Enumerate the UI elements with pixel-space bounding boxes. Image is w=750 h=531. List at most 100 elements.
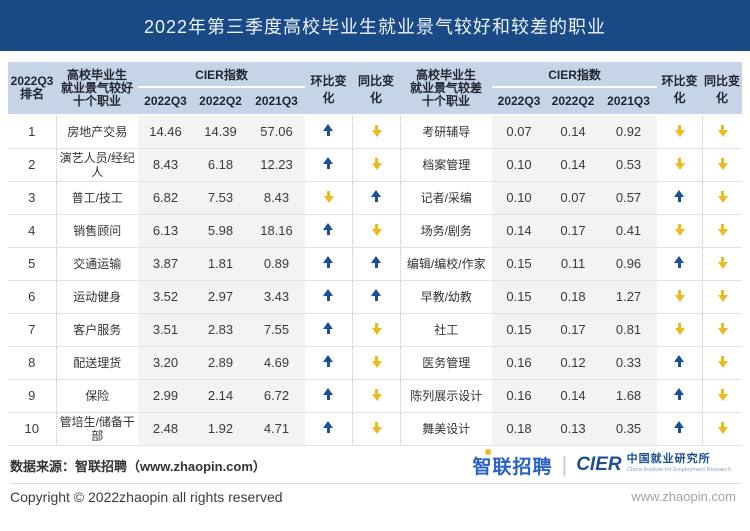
trend-down-arrow-icon xyxy=(717,322,728,335)
bad-2022q3-cell: 0.07 xyxy=(492,115,547,149)
bad-2022q2-cell: 0.07 xyxy=(546,181,601,215)
good-2022q2-cell: 2.14 xyxy=(193,379,248,413)
good-2021q3-cell: 18.16 xyxy=(248,214,306,248)
trend-down-arrow-icon xyxy=(371,124,382,137)
bad-mom-change-cell xyxy=(657,280,703,314)
bad-2021q3-cell: 0.53 xyxy=(600,148,658,182)
good-2022q3-cell: 3.51 xyxy=(138,313,193,347)
bad-2022q2-cell: 0.18 xyxy=(546,280,601,314)
table-row: 3 普工/技工 6.82 7.53 8.43 记者/采编 0.10 0.07 0… xyxy=(8,181,743,215)
employment-table: 2022Q3 排名 高校毕业生 就业景气较好 十个职业 CIER指数 环比变化 … xyxy=(8,62,743,446)
good-occupation-header: 高校毕业生 就业景气较好 十个职业 xyxy=(56,62,138,116)
bad-mom-change-cell xyxy=(657,115,703,149)
page-title: 2022年第三季度高校毕业生就业景气较好和较差的职业 xyxy=(143,16,607,37)
table-row: 6 运动健身 3.52 2.97 3.43 早教/幼教 0.15 0.18 1.… xyxy=(8,280,743,314)
trend-down-arrow-icon xyxy=(674,124,685,137)
bad-2022q2-cell: 0.12 xyxy=(546,346,601,380)
trend-down-arrow-icon xyxy=(371,388,382,401)
trend-up-arrow-icon xyxy=(673,189,685,203)
trend-down-arrow-icon xyxy=(717,289,728,302)
bad-occupation-cell: 考研辅导 xyxy=(399,115,493,149)
bad-2021q3-cell: 0.96 xyxy=(600,247,658,281)
bad-mom-change-cell xyxy=(657,346,703,380)
good-2022q3-cell: 6.82 xyxy=(138,181,193,215)
trend-down-arrow-icon xyxy=(371,421,382,434)
bad-occupation-cell: 场务/剧务 xyxy=(399,214,493,248)
trend-up-arrow-icon xyxy=(322,354,334,368)
good-2022q2-cell: 6.18 xyxy=(193,148,248,182)
good-2022q2-cell: 7.53 xyxy=(193,181,248,215)
good-occupation-cell: 演艺人员/经纪人 xyxy=(55,148,138,182)
cier-logo: CIER 中国就业研究所 China Institute for Employm… xyxy=(576,454,736,476)
bad-2021q3-cell: 0.92 xyxy=(600,115,658,149)
table-row: 7 客户服务 3.51 2.83 7.55 社工 0.15 0.17 0.81 xyxy=(8,313,743,347)
bad-2022q3-cell: 0.14 xyxy=(492,214,547,248)
table-row: 2 演艺人员/经纪人 8.43 6.18 12.23 档案管理 0.10 0.1… xyxy=(8,148,743,182)
trend-down-arrow-icon xyxy=(674,322,685,335)
trend-down-arrow-icon xyxy=(371,355,382,368)
quarter-header-good-2022q3: 2022Q3 xyxy=(138,87,193,116)
trend-up-arrow-icon xyxy=(322,123,334,137)
data-source-label: 数据来源：智联招聘（www.zhaopin.com） xyxy=(10,458,266,474)
bad-2022q3-cell: 0.10 xyxy=(492,181,547,215)
trend-up-arrow-icon xyxy=(322,156,334,170)
trend-up-arrow-icon xyxy=(370,189,382,203)
bad-2022q2-cell: 0.17 xyxy=(546,313,601,347)
bad-occupation-cell: 编辑/编校/作家 xyxy=(399,247,493,281)
trend-up-arrow-icon xyxy=(322,222,334,236)
good-occupation-cell: 客户服务 xyxy=(55,313,138,347)
bad-yoy-change-cell xyxy=(701,313,743,347)
good-mom-change-cell xyxy=(305,280,353,314)
trend-down-arrow-icon xyxy=(371,157,382,170)
bad-occupation-cell: 早教/幼教 xyxy=(399,280,493,314)
bad-2021q3-cell: 0.57 xyxy=(600,181,658,215)
good-mom-change-cell xyxy=(305,181,353,215)
good-2022q3-cell: 14.46 xyxy=(138,115,193,149)
bad-2022q3-cell: 0.18 xyxy=(492,412,547,446)
table-header: 2022Q3 排名 高校毕业生 就业景气较好 十个职业 CIER指数 环比变化 … xyxy=(8,62,743,116)
cier-institute-name-en: China Institute for Employment Research xyxy=(626,467,731,473)
zhaopin-logo: 智联招聘 xyxy=(472,448,552,479)
logo-divider: | xyxy=(561,452,568,477)
bad-mom-change-cell xyxy=(657,412,703,446)
trend-down-arrow-icon xyxy=(717,190,728,203)
good-2021q3-cell: 4.71 xyxy=(248,412,306,446)
good-2021q3-cell: 7.55 xyxy=(248,313,306,347)
good-2022q3-cell: 6.13 xyxy=(138,214,193,248)
bad-yoy-change-cell xyxy=(701,115,743,149)
good-2022q3-cell: 2.99 xyxy=(138,379,193,413)
good-yoy-change-cell xyxy=(351,115,401,149)
bad-2021q3-cell: 1.68 xyxy=(600,379,658,413)
bad-occupation-cell: 档案管理 xyxy=(399,148,493,182)
table-row: 8 配送理货 3.20 2.89 4.69 医务管理 0.16 0.12 0.3… xyxy=(8,346,743,380)
good-2021q3-cell: 8.43 xyxy=(248,181,306,215)
good-mom-change-cell xyxy=(305,379,353,413)
bad-2022q3-cell: 0.15 xyxy=(492,313,547,347)
good-2022q2-cell: 2.83 xyxy=(193,313,248,347)
bad-2022q2-cell: 0.17 xyxy=(546,214,601,248)
footer: 数据来源：智联招聘（www.zhaopin.com） 智联招聘 | CIER 中… xyxy=(10,448,740,505)
mom-change-header-good: 环比变化 xyxy=(305,62,353,116)
trend-up-arrow-icon xyxy=(673,420,685,434)
trend-up-arrow-icon xyxy=(322,321,334,335)
good-mom-change-cell xyxy=(305,346,353,380)
rank-cell: 9 xyxy=(8,379,56,413)
cier-index-group-header-bad: CIER指数 xyxy=(492,62,658,88)
bad-occupation-cell: 社工 xyxy=(399,313,493,347)
good-occupation-cell: 配送理货 xyxy=(55,346,138,380)
bad-2021q3-cell: 0.33 xyxy=(600,346,658,380)
good-yoy-change-cell xyxy=(351,379,401,413)
good-yoy-change-cell xyxy=(351,181,401,215)
trend-up-arrow-icon xyxy=(673,387,685,401)
bad-yoy-change-cell xyxy=(701,214,743,248)
bad-2022q3-cell: 0.10 xyxy=(492,148,547,182)
trend-down-arrow-icon xyxy=(674,289,685,302)
trend-down-arrow-icon xyxy=(323,190,334,203)
trend-up-arrow-icon xyxy=(322,387,334,401)
trend-up-arrow-icon xyxy=(322,420,334,434)
bad-yoy-change-cell xyxy=(701,280,743,314)
good-occupation-cell: 普工/技工 xyxy=(55,181,138,215)
good-occupation-cell: 销售顾问 xyxy=(55,214,138,248)
cier-index-group-header-good: CIER指数 xyxy=(138,62,306,88)
rank-cell: 8 xyxy=(8,346,56,380)
